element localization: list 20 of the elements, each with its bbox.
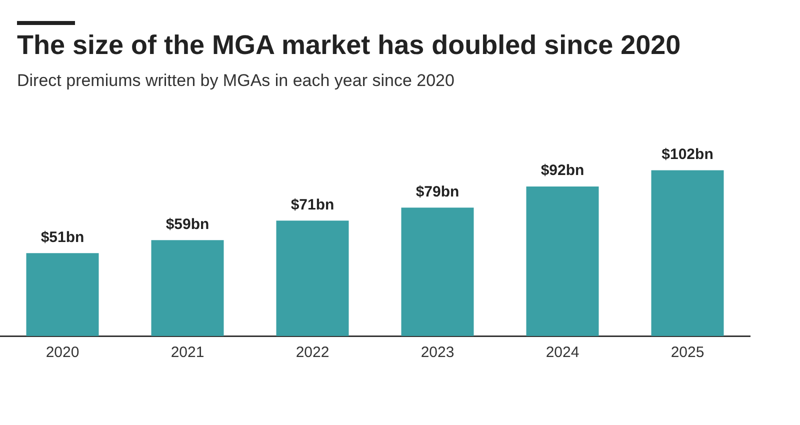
bar (651, 170, 724, 336)
bar (401, 208, 474, 336)
data-label: $71bn (290, 196, 334, 214)
chart-title: The size of the MGA market has doubled since 2020 (17, 30, 681, 61)
data-label: $92bn (540, 162, 584, 180)
data-label: $79bn (416, 183, 460, 200)
x-tick-label: 2024 (546, 344, 580, 362)
chart-subtitle: Direct premiums written by MGAs in each year since 2020 (17, 71, 454, 91)
x-tick-label: 2022 (296, 344, 330, 362)
bar (26, 253, 99, 336)
x-tick-label: 2023 (420, 344, 454, 362)
bar (276, 220, 349, 336)
x-tick-label: 2021 (170, 344, 204, 362)
data-label: $59bn (166, 216, 210, 233)
bar (151, 240, 224, 336)
data-label: $51bn (40, 228, 84, 246)
x-tick-label: 2025 (670, 344, 704, 362)
bar (526, 186, 599, 336)
data-label: $102bn (662, 146, 714, 163)
x-tick-label: 2020 (46, 344, 80, 362)
